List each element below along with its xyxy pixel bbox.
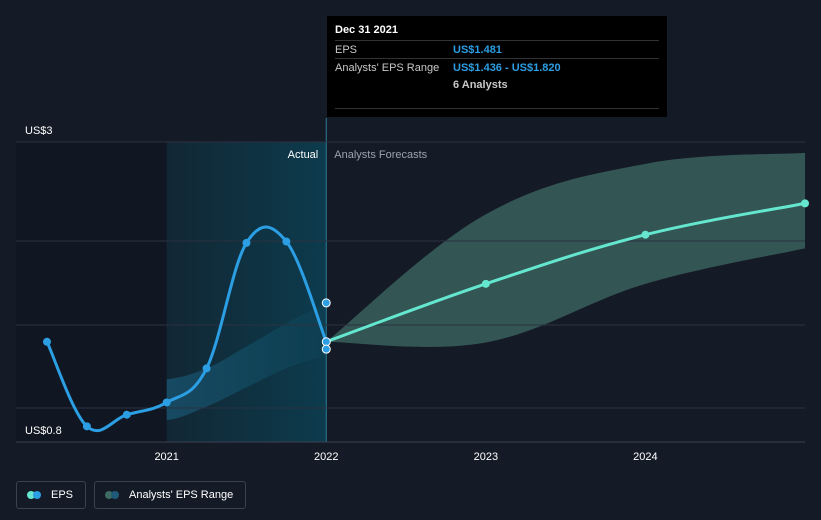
legend-eps[interactable]: EPS (16, 481, 87, 509)
eps-point (202, 364, 211, 373)
chart-tooltip: Dec 31 2021 EPS US$1.481 Analysts' EPS R… (327, 16, 667, 117)
past-region (16, 142, 167, 442)
tooltip-analysts-count: 6 Analysts (453, 78, 508, 91)
x-tick-label: 2023 (474, 451, 498, 463)
x-tick-label: 2021 (154, 451, 178, 463)
eps-swatch-icon (27, 491, 43, 499)
range-swatch-icon (105, 491, 121, 499)
forecast-point (641, 230, 650, 239)
highlight-region (166, 142, 327, 442)
range-point (321, 298, 331, 308)
tooltip-range-value: US$1.436 - US$1.820 (453, 61, 561, 74)
legend-range-label: Analysts' EPS Range (129, 489, 234, 501)
eps-point (162, 398, 171, 407)
forecast-point (481, 279, 490, 288)
tooltip-range-row: Analysts' EPS Range US$1.436 - US$1.820 (335, 58, 659, 76)
tooltip-eps-row: EPS US$1.481 (335, 40, 659, 58)
tooltip-divider (335, 108, 659, 109)
legend-eps-label: EPS (51, 489, 74, 501)
chart-legend: EPS Analysts' EPS Range (16, 481, 247, 509)
tooltip-eps-value: US$1.481 (453, 43, 502, 56)
eps-forecast-line (325, 201, 806, 344)
section-label-forecast: Analysts Forecasts (334, 149, 427, 161)
eps-point (282, 237, 291, 246)
eps-point (122, 410, 131, 419)
tooltip-analysts-row: 6 Analysts (335, 76, 659, 93)
eps-point (82, 422, 91, 431)
tooltip-eps-label: EPS (335, 43, 358, 56)
tooltip-range-label: Analysts' EPS Range (335, 61, 440, 74)
y-axis-label-top: US$3 (25, 125, 53, 137)
section-label-actual: Actual (288, 149, 319, 161)
range-point (321, 344, 331, 354)
x-tick-label: 2024 (633, 451, 657, 463)
legend-eps-range[interactable]: Analysts' EPS Range (94, 481, 247, 509)
forecast-point (801, 199, 809, 208)
eps-point (321, 337, 331, 347)
x-tick-label: 2022 (314, 451, 338, 463)
eps-point (242, 238, 251, 247)
tooltip-date: Dec 31 2021 (335, 24, 398, 36)
eps-range-band-forecast (326, 152, 805, 347)
y-axis-label-bottom: US$0.8 (25, 425, 62, 437)
eps-point (43, 337, 51, 346)
